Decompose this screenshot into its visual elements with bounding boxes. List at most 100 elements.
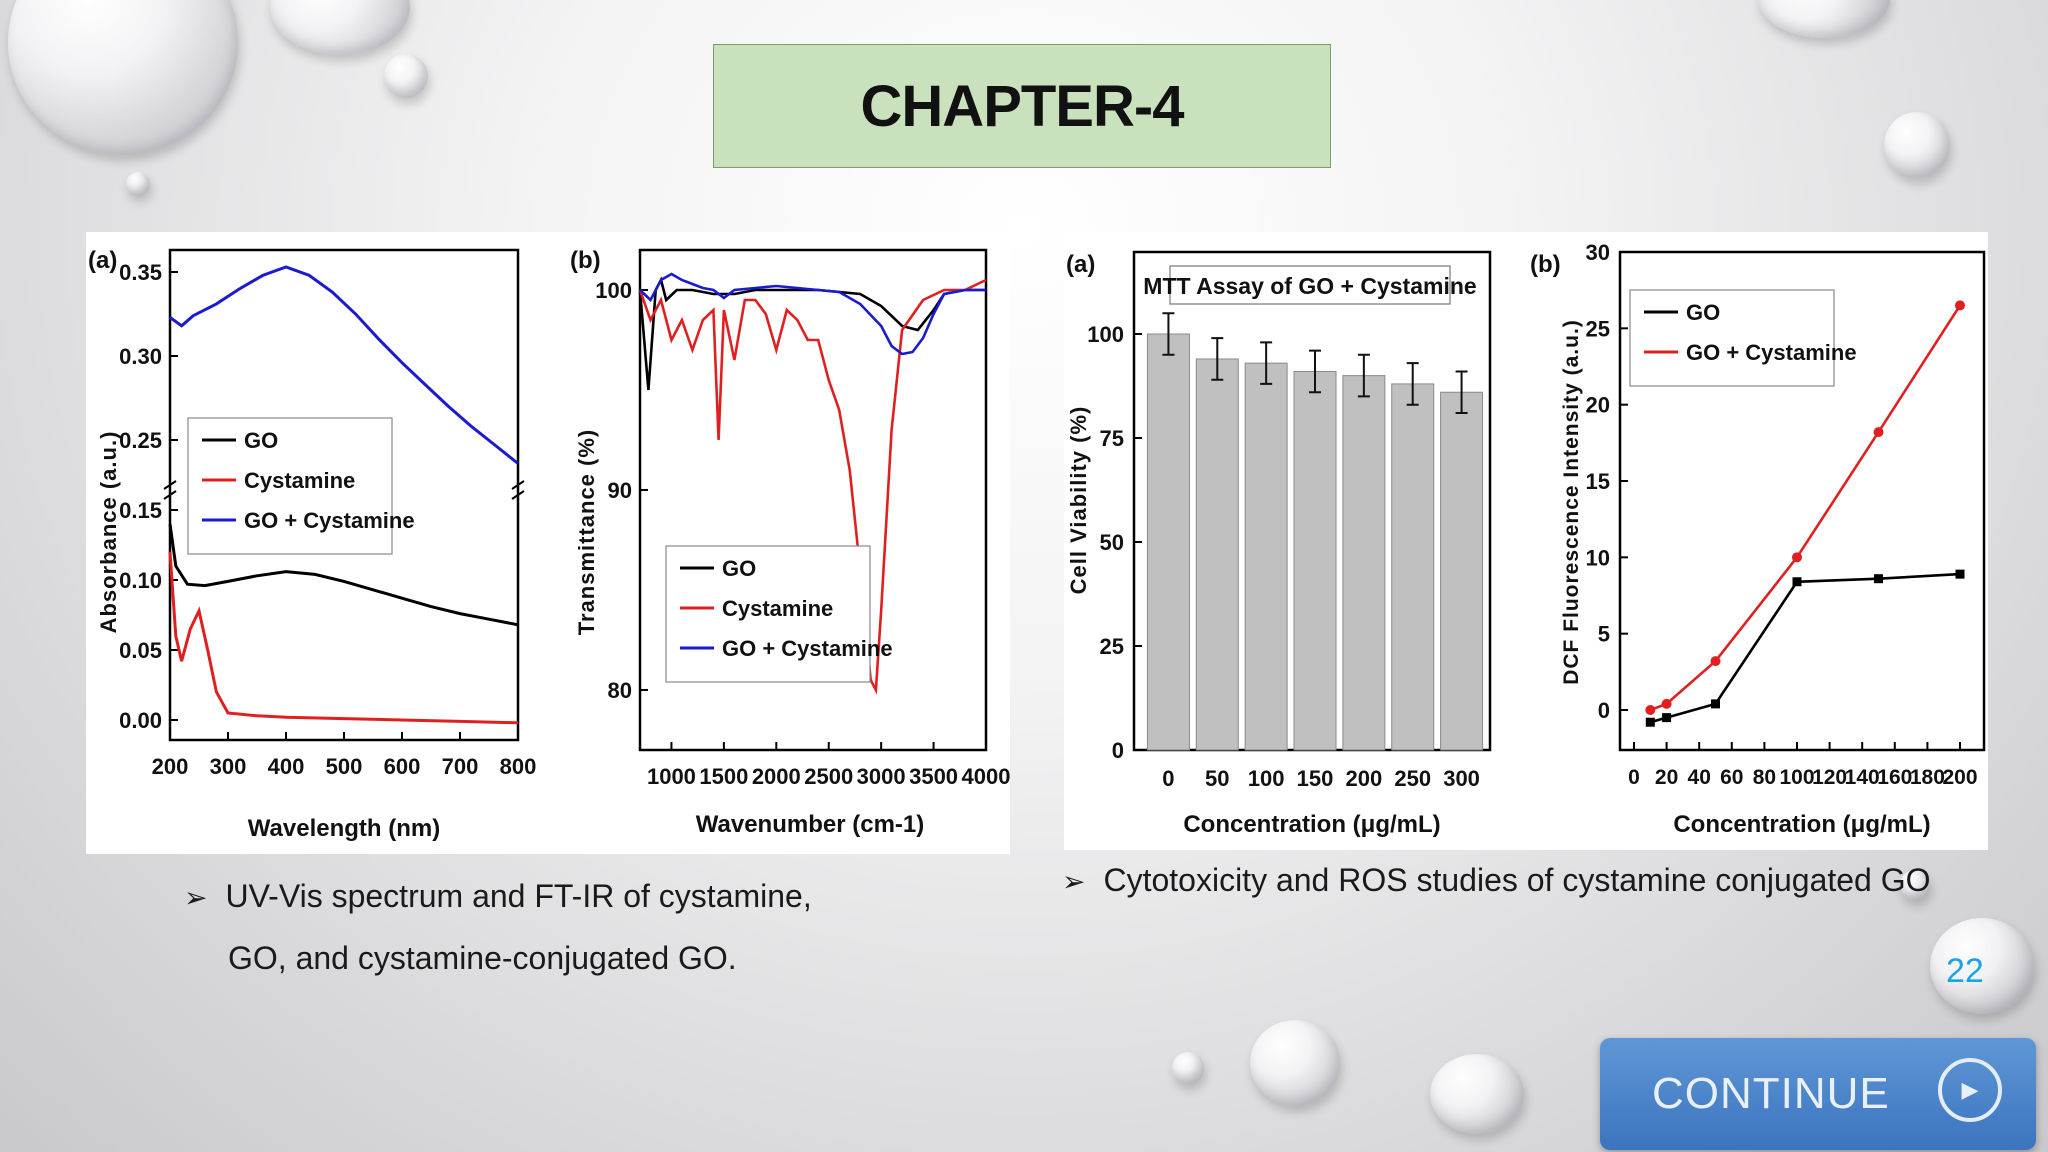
x-tick-label: 0 (1162, 766, 1174, 791)
bullet-text: Cytotoxicity and ROS studies of cystamin… (1103, 862, 1931, 898)
water-drop-decoration (1884, 112, 1950, 178)
y-tick-label: 25 (1586, 316, 1610, 341)
legend-label: GO (1686, 300, 1720, 325)
y-tick-label: 75 (1100, 426, 1124, 451)
chart-title: MTT Assay of GO + Cystamine (1143, 273, 1476, 299)
y-tick-label: 0.00 (119, 708, 162, 733)
y-tick-label: 0.25 (119, 428, 162, 453)
bar (1146, 333, 1190, 751)
data-point-circle (1955, 300, 1965, 311)
series-line-cystamine (638, 278, 987, 695)
x-tick-label: 1000 (647, 764, 696, 789)
series-line-go-cystamine (169, 265, 519, 465)
legend-label: Cystamine (722, 596, 833, 621)
error-bar (1357, 353, 1370, 398)
x-tick-label: 160 (1877, 766, 1912, 789)
play-triangle-icon: ▶ (1938, 1058, 2002, 1122)
x-axis-label: Wavenumber (cm-1) (696, 811, 925, 838)
axis-break-mark (511, 480, 525, 500)
y-tick-label: 0.10 (119, 568, 162, 593)
y-tick-label: 25 (1100, 634, 1124, 659)
water-drop-decoration (126, 172, 150, 196)
x-tick-label: 250 (1394, 766, 1431, 791)
bullet-text: GO, and cystamine-conjugated GO. (228, 940, 737, 976)
y-tick-label: 0.30 (119, 344, 162, 369)
y-tick-label: 20 (1586, 393, 1610, 418)
y-tick-label: 15 (1586, 469, 1610, 494)
y-tick-label: 0 (1112, 738, 1124, 763)
panel-label: (b) (570, 247, 601, 274)
bullet-text: UV-Vis spectrum and FT-IR of cystamine, (225, 878, 812, 914)
water-drop-decoration (1172, 1052, 1204, 1084)
y-tick-label: 0.35 (119, 260, 162, 285)
water-drop-decoration (1930, 918, 2034, 1014)
x-tick-label: 2000 (752, 764, 801, 789)
x-tick-label: 300 (210, 754, 247, 779)
y-tick-label: 100 (1087, 322, 1124, 347)
legend-label: GO + Cystamine (1686, 340, 1857, 365)
series-line-cystamine (168, 551, 519, 725)
y-axis-label: Absorbance (a.u.) (96, 431, 121, 634)
y-tick-label: 80 (608, 678, 632, 703)
error-bar (1309, 349, 1321, 394)
error-bar (1455, 370, 1468, 415)
series-line-go (638, 276, 986, 391)
x-tick-label: 150 (1297, 766, 1334, 791)
page-number: 22 (1946, 952, 1984, 990)
bar (1244, 362, 1288, 751)
plot-frame (1618, 250, 1986, 752)
x-axis-label: Wavelength (nm) (248, 815, 440, 842)
water-drop-decoration (1758, 0, 1890, 38)
chart-title-box (1169, 265, 1451, 305)
x-tick-label: 20 (1655, 766, 1678, 789)
x-tick-label: 600 (384, 754, 421, 779)
water-drop-decoration (270, 0, 410, 55)
legend-label: GO + Cystamine (722, 636, 893, 661)
figure-panel-right: (a) 0 25 50 75 100 0 50 100 150 200 250 300 MTT Assay… (1064, 232, 1988, 850)
water-drop-decoration (1250, 1020, 1340, 1106)
data-point-circle (1792, 552, 1802, 563)
water-drop-decoration (8, 0, 238, 155)
x-tick-label: 180 (1910, 766, 1945, 789)
x-tick-label: 60 (1720, 766, 1743, 789)
y-tick-label: 30 (1586, 240, 1610, 265)
y-tick-label: 0.15 (119, 498, 162, 523)
bullet-arrow-icon: ➢ (1062, 866, 1086, 897)
legend-label: GO (722, 556, 756, 581)
panel-label: (b) (1530, 251, 1561, 278)
y-tick-label: 0 (1598, 698, 1610, 723)
error-bar (1211, 337, 1224, 381)
y-tick-label: 10 (1586, 545, 1610, 570)
water-drop-decoration (1900, 870, 1930, 900)
y-tick-label: 100 (595, 278, 632, 303)
x-tick-label: 120 (1812, 766, 1847, 789)
data-point-square (1792, 577, 1802, 587)
bullet-arrow-icon: ➢ (184, 882, 208, 913)
x-tick-label: 300 (1443, 766, 1480, 791)
x-tick-label: 800 (500, 754, 537, 779)
error-bar (1162, 312, 1175, 356)
y-tick-label: 5 (1598, 622, 1610, 647)
slide-title: CHAPTER-4 (860, 73, 1185, 139)
figure-left-svg: (a) 0.00 0.05 0.10 0.15 0.25 0.30 0.35 200 300 400… (88, 247, 1010, 842)
panel-label: (a) (88, 247, 117, 274)
data-point-square (1645, 717, 1655, 727)
y-tick-label: 50 (1100, 530, 1124, 555)
figure-panel-left: (a) 0.00 0.05 0.10 0.15 0.25 0.30 0.35 200 300 400… (86, 232, 1010, 854)
bullet-uv-vis: ➢ UV-Vis spectrum and FT-IR of cystamine, (184, 878, 812, 915)
x-tick-label: 700 (442, 754, 479, 779)
continue-button[interactable]: CONTINUE ▶ (1600, 1038, 2036, 1150)
continue-label: CONTINUE (1652, 1069, 1890, 1118)
x-tick-label: 2500 (804, 764, 853, 789)
y-axis-label: DCF Fluorescence Intensity (a.u.) (1560, 319, 1583, 685)
legend-label: Cystamine (244, 468, 355, 493)
x-tick-label: 4000 (962, 764, 1010, 789)
bar (1440, 391, 1484, 751)
water-drop-decoration (1430, 1054, 1524, 1134)
slide-title-box: CHAPTER-4 (713, 44, 1331, 168)
data-point-circle (1661, 698, 1672, 709)
error-bar (1260, 341, 1273, 385)
error-bar (1406, 362, 1419, 406)
y-tick-label: 0.05 (119, 638, 162, 663)
